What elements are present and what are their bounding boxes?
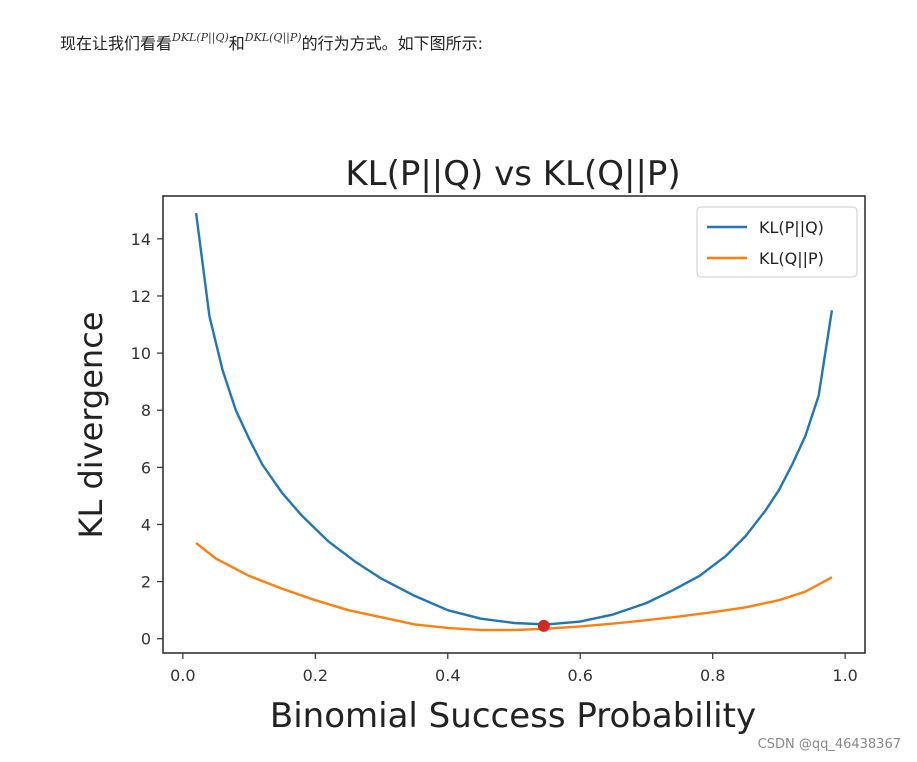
x-tick-label: 0.2 bbox=[303, 666, 328, 685]
y-tick-label: 14 bbox=[131, 230, 151, 249]
intro-line: 现在让我们看看DKL(P||Q)和DKL(Q||P)的行为方式。如下图所示: bbox=[60, 30, 483, 54]
x-tick-label: 0.6 bbox=[567, 666, 592, 685]
intro-text-after: 的行为方式。如下图所示: bbox=[301, 34, 483, 53]
legend-label-kl-pq: KL(P||Q) bbox=[759, 218, 824, 237]
plot-area: 0.0 0.2 0.4 0.6 0.8 1.0 0 2 4 6 8 10 12 14 KL(P||Q) KL(… bbox=[131, 195, 866, 685]
chart-title: KL(P||Q) vs KL(Q||P) bbox=[345, 154, 680, 194]
math-dkl-pq: DKL(P||Q) bbox=[172, 31, 229, 44]
y-tick-label: 6 bbox=[141, 458, 151, 477]
x-tick-label: 1.0 bbox=[832, 666, 857, 685]
y-tick-label: 12 bbox=[131, 287, 151, 306]
intro-text-before: 现在让我们看看 bbox=[60, 34, 173, 53]
series-line-kl-qp bbox=[195, 542, 833, 632]
x-tick-label: 0.0 bbox=[170, 666, 195, 685]
y-tick-label: 8 bbox=[141, 401, 151, 420]
y-tick-label: 4 bbox=[141, 515, 151, 534]
watermark: CSDN @qq_46438367 bbox=[757, 737, 901, 752]
y-tick-label: 10 bbox=[131, 344, 151, 363]
minimum-point-marker bbox=[537, 619, 550, 632]
plot-frame bbox=[162, 195, 866, 654]
x-tick-label: 0.4 bbox=[435, 666, 460, 685]
legend-box bbox=[696, 206, 858, 278]
y-tick-label: 2 bbox=[141, 573, 151, 592]
series-line-kl-pq bbox=[194, 212, 834, 626]
math-dkl-qp: DKL(Q||P) bbox=[244, 31, 302, 44]
x-axis-title: Binomial Success Probability bbox=[270, 696, 756, 736]
y-tick-label: 0 bbox=[141, 630, 151, 649]
y-axis-title: KL divergence bbox=[72, 312, 110, 539]
legend-label-kl-qp: KL(Q||P) bbox=[759, 249, 824, 268]
x-tick-label: 0.8 bbox=[700, 666, 725, 685]
intro-text-middle: 和 bbox=[228, 34, 245, 53]
